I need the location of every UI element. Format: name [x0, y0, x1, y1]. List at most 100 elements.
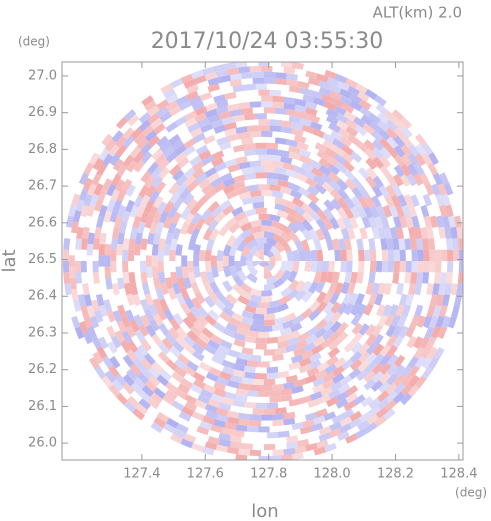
echo-cell	[213, 388, 227, 398]
echo-cell	[401, 135, 413, 148]
echo-cell	[249, 131, 262, 138]
echo-cell	[303, 342, 316, 353]
echo-cell	[183, 145, 196, 157]
echo-cell	[207, 309, 220, 322]
echo-cell	[216, 249, 224, 261]
echo-cell	[371, 139, 384, 152]
echo-cell	[83, 177, 93, 191]
echo-cell	[68, 255, 75, 267]
echo-cell	[458, 261, 463, 273]
echo-cell	[134, 329, 146, 343]
echo-cell	[351, 322, 363, 335]
echo-cell	[316, 439, 329, 449]
echo-cell	[258, 119, 270, 126]
echo-cell	[255, 237, 267, 245]
echo-cell	[343, 110, 357, 122]
echo-cell	[153, 277, 162, 290]
echo-cell	[83, 193, 93, 207]
echo-cell	[291, 452, 304, 460]
echo-cell	[272, 413, 285, 421]
echo-cell	[68, 204, 77, 217]
echo-cell	[235, 357, 248, 366]
echo-cell	[298, 364, 312, 374]
echo-cell	[408, 144, 420, 157]
echo-cell	[280, 394, 293, 402]
echo-cell	[232, 363, 245, 372]
echo-cell	[86, 243, 94, 256]
echo-cell	[269, 119, 282, 126]
echo-cell	[140, 271, 148, 284]
echo-cell	[343, 169, 356, 182]
echo-cell	[408, 283, 416, 296]
echo-cell	[237, 216, 250, 227]
echo-cell	[232, 399, 245, 408]
echo-cell	[186, 84, 199, 94]
echo-cell	[264, 261, 267, 267]
echo-cell	[224, 91, 237, 100]
echo-cell	[264, 349, 276, 356]
echo-cell	[126, 368, 138, 382]
echo-cell	[316, 261, 324, 273]
echo-cell	[301, 162, 314, 173]
echo-cell	[198, 361, 212, 373]
echo-cell	[339, 423, 352, 434]
echo-cell	[133, 314, 144, 327]
echo-cell	[277, 370, 290, 379]
echo-cell	[331, 413, 345, 424]
echo-cell	[207, 398, 221, 408]
echo-cell	[308, 228, 319, 241]
echo-cell	[348, 292, 359, 306]
echo-cell	[293, 134, 307, 144]
echo-cell	[190, 127, 203, 139]
echo-cell	[193, 255, 200, 267]
echo-cell	[349, 417, 362, 429]
echo-cell	[446, 249, 454, 261]
echo-cell	[235, 156, 248, 165]
echo-cell	[329, 188, 342, 202]
echo-cell	[283, 447, 296, 456]
echo-cell	[240, 255, 247, 267]
echo-cell	[410, 194, 420, 207]
echo-cell	[216, 413, 229, 423]
echo-cell	[210, 334, 223, 345]
echo-cell	[235, 327, 249, 336]
echo-cell	[345, 125, 359, 137]
echo-cell	[396, 282, 404, 295]
echo-cell	[305, 107, 318, 117]
echo-cell	[156, 106, 169, 118]
echo-cell	[94, 310, 104, 323]
echo-cell	[308, 359, 322, 370]
echo-cell	[267, 264, 275, 272]
echo-cell	[400, 116, 413, 130]
echo-cell	[269, 390, 282, 397]
echo-cell	[209, 281, 220, 294]
echo-cell	[365, 333, 377, 347]
echo-cell	[249, 420, 262, 427]
echo-cell	[307, 398, 321, 408]
echo-cell	[233, 174, 246, 184]
echo-cell	[357, 91, 370, 102]
echo-cell	[140, 366, 153, 380]
echo-cell	[144, 130, 158, 142]
echo-cell	[288, 361, 301, 371]
echo-cell	[450, 226, 458, 239]
echo-cell	[112, 226, 120, 239]
echo-cell	[272, 160, 284, 169]
echo-cell	[291, 196, 305, 208]
echo-cell	[229, 265, 238, 278]
echo-cell	[401, 374, 413, 387]
echo-cell	[298, 148, 312, 158]
echo-cell	[315, 408, 328, 418]
echo-cell	[187, 122, 200, 133]
echo-cell	[434, 272, 441, 284]
echo-cell	[76, 226, 84, 239]
echo-cell	[126, 293, 135, 306]
echo-cell	[240, 290, 253, 300]
echo-cell	[249, 288, 262, 297]
echo-cell	[241, 72, 253, 80]
echo-cell	[249, 190, 262, 198]
echo-cell	[417, 261, 424, 273]
echo-cell	[261, 325, 273, 332]
echo-cell	[108, 365, 120, 378]
echo-cell	[264, 443, 276, 451]
